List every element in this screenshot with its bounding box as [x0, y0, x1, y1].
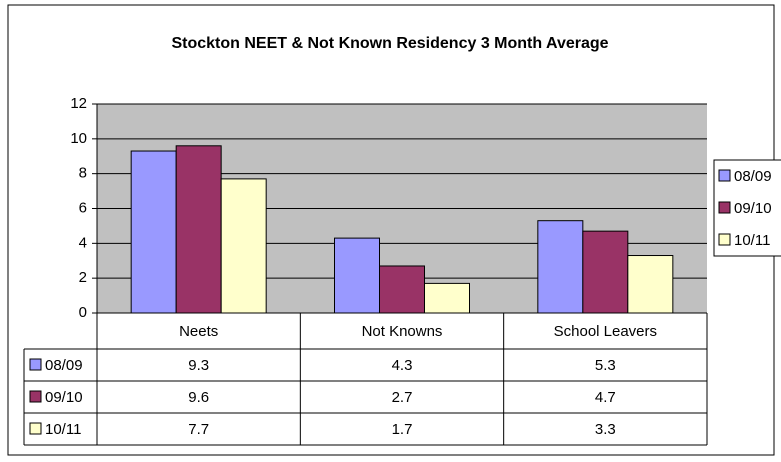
bar: [424, 282, 470, 314]
table-series-name: 09/10: [45, 389, 83, 406]
legend-label: 10/11: [734, 232, 770, 249]
table-value: 1.7: [392, 421, 413, 438]
bar: [582, 230, 629, 314]
table-value: 9.6: [188, 389, 209, 406]
table-legend-key: [29, 390, 42, 403]
bar: [130, 150, 177, 314]
y-tick-label: 6: [79, 199, 87, 216]
table-series-name: 10/11: [45, 421, 81, 438]
table-value: 4.7: [595, 389, 616, 406]
x-tick-label: School Leavers: [554, 323, 657, 340]
y-tick-label: 0: [79, 304, 87, 321]
bar: [334, 237, 380, 314]
legend-key: [718, 169, 731, 182]
legend-key: [718, 201, 731, 214]
chart-title: Stockton NEET & Not Known Residency 3 Mo…: [171, 35, 608, 52]
table-value: 9.3: [188, 357, 209, 374]
x-tick-label: Not Knowns: [362, 323, 443, 340]
table-legend-key: [29, 422, 42, 435]
table-value: 5.3: [595, 357, 616, 374]
bar: [220, 178, 267, 314]
legend-key: [718, 233, 731, 246]
bar: [537, 220, 584, 314]
y-tick-label: 4: [79, 234, 87, 251]
y-tick-label: 2: [79, 269, 87, 286]
table-legend-key: [29, 358, 42, 371]
bar: [175, 145, 222, 314]
y-tick-label: 10: [70, 130, 87, 147]
table-value: 2.7: [392, 389, 413, 406]
table-series-name: 08/09: [45, 357, 83, 374]
table-value: 3.3: [595, 421, 616, 438]
table-value: 7.7: [188, 421, 209, 438]
bar: [379, 265, 425, 314]
bar: [627, 255, 674, 314]
table-value: 4.3: [392, 357, 413, 374]
y-tick-label: 12: [70, 95, 87, 112]
legend-label: 08/09: [734, 168, 772, 185]
legend-label: 09/10: [734, 200, 772, 217]
x-tick-label: Neets: [179, 323, 218, 340]
y-tick-label: 8: [79, 165, 87, 182]
